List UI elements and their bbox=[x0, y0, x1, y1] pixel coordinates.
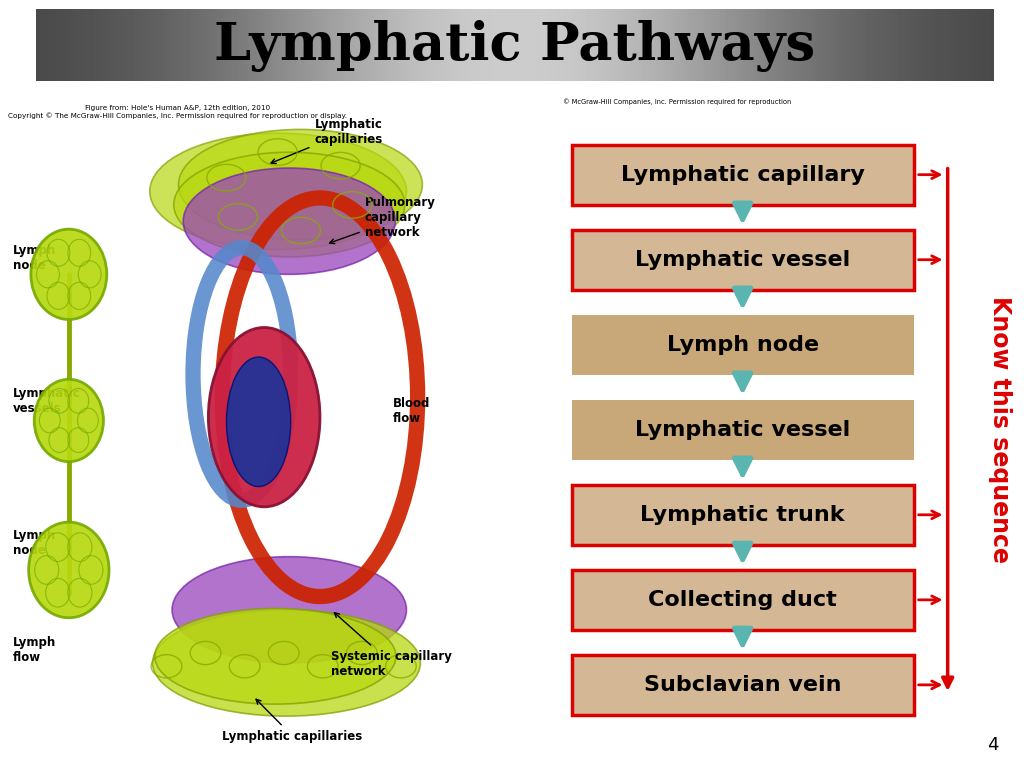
Text: 4: 4 bbox=[987, 737, 998, 754]
FancyBboxPatch shape bbox=[571, 400, 913, 460]
Text: Lymph
node: Lymph node bbox=[13, 529, 56, 558]
Text: Lymphatic
vessels: Lymphatic vessels bbox=[13, 386, 81, 415]
Text: Blood
flow: Blood flow bbox=[392, 396, 430, 425]
Circle shape bbox=[31, 229, 106, 319]
Text: Pulmonary
capillary
network: Pulmonary capillary network bbox=[330, 197, 435, 243]
Ellipse shape bbox=[183, 168, 395, 274]
Text: Know this sequence: Know this sequence bbox=[988, 296, 1012, 563]
Text: © McGraw-Hill Companies, Inc. Permission required for reproduction: © McGraw-Hill Companies, Inc. Permission… bbox=[562, 98, 791, 105]
FancyBboxPatch shape bbox=[571, 230, 913, 290]
Ellipse shape bbox=[172, 557, 407, 663]
Text: Lymphatic trunk: Lymphatic trunk bbox=[640, 505, 845, 525]
Ellipse shape bbox=[178, 130, 422, 240]
Ellipse shape bbox=[155, 608, 396, 704]
Ellipse shape bbox=[174, 152, 404, 257]
Text: Lymphatic
capillaries: Lymphatic capillaries bbox=[271, 118, 383, 164]
FancyBboxPatch shape bbox=[571, 655, 913, 715]
Text: Lymphatic capillary: Lymphatic capillary bbox=[621, 164, 864, 184]
Ellipse shape bbox=[208, 327, 319, 507]
FancyBboxPatch shape bbox=[571, 570, 913, 630]
Ellipse shape bbox=[226, 357, 291, 487]
Text: Lymph
flow: Lymph flow bbox=[13, 636, 56, 664]
FancyBboxPatch shape bbox=[571, 485, 913, 545]
Text: Lymphatic Pathways: Lymphatic Pathways bbox=[214, 21, 815, 72]
Text: Lymphatic capillaries: Lymphatic capillaries bbox=[222, 699, 362, 743]
Circle shape bbox=[34, 379, 103, 462]
FancyBboxPatch shape bbox=[571, 315, 913, 375]
Text: Subclavian vein: Subclavian vein bbox=[644, 675, 842, 695]
Ellipse shape bbox=[150, 133, 407, 250]
Text: Figure from: Hole's Human A&P, 12th edition, 2010
Copyright © The McGraw-Hill Co: Figure from: Hole's Human A&P, 12th edit… bbox=[8, 105, 347, 119]
Text: Collecting duct: Collecting duct bbox=[648, 590, 837, 610]
Text: Systemic capillary
network: Systemic capillary network bbox=[331, 613, 452, 677]
FancyBboxPatch shape bbox=[571, 145, 913, 204]
Ellipse shape bbox=[153, 610, 421, 716]
Text: Lymph
node: Lymph node bbox=[13, 243, 56, 272]
Text: Lymph node: Lymph node bbox=[667, 335, 819, 355]
Text: Lymphatic vessel: Lymphatic vessel bbox=[635, 420, 850, 440]
Circle shape bbox=[29, 522, 109, 617]
Text: Lymphatic vessel: Lymphatic vessel bbox=[635, 250, 850, 270]
